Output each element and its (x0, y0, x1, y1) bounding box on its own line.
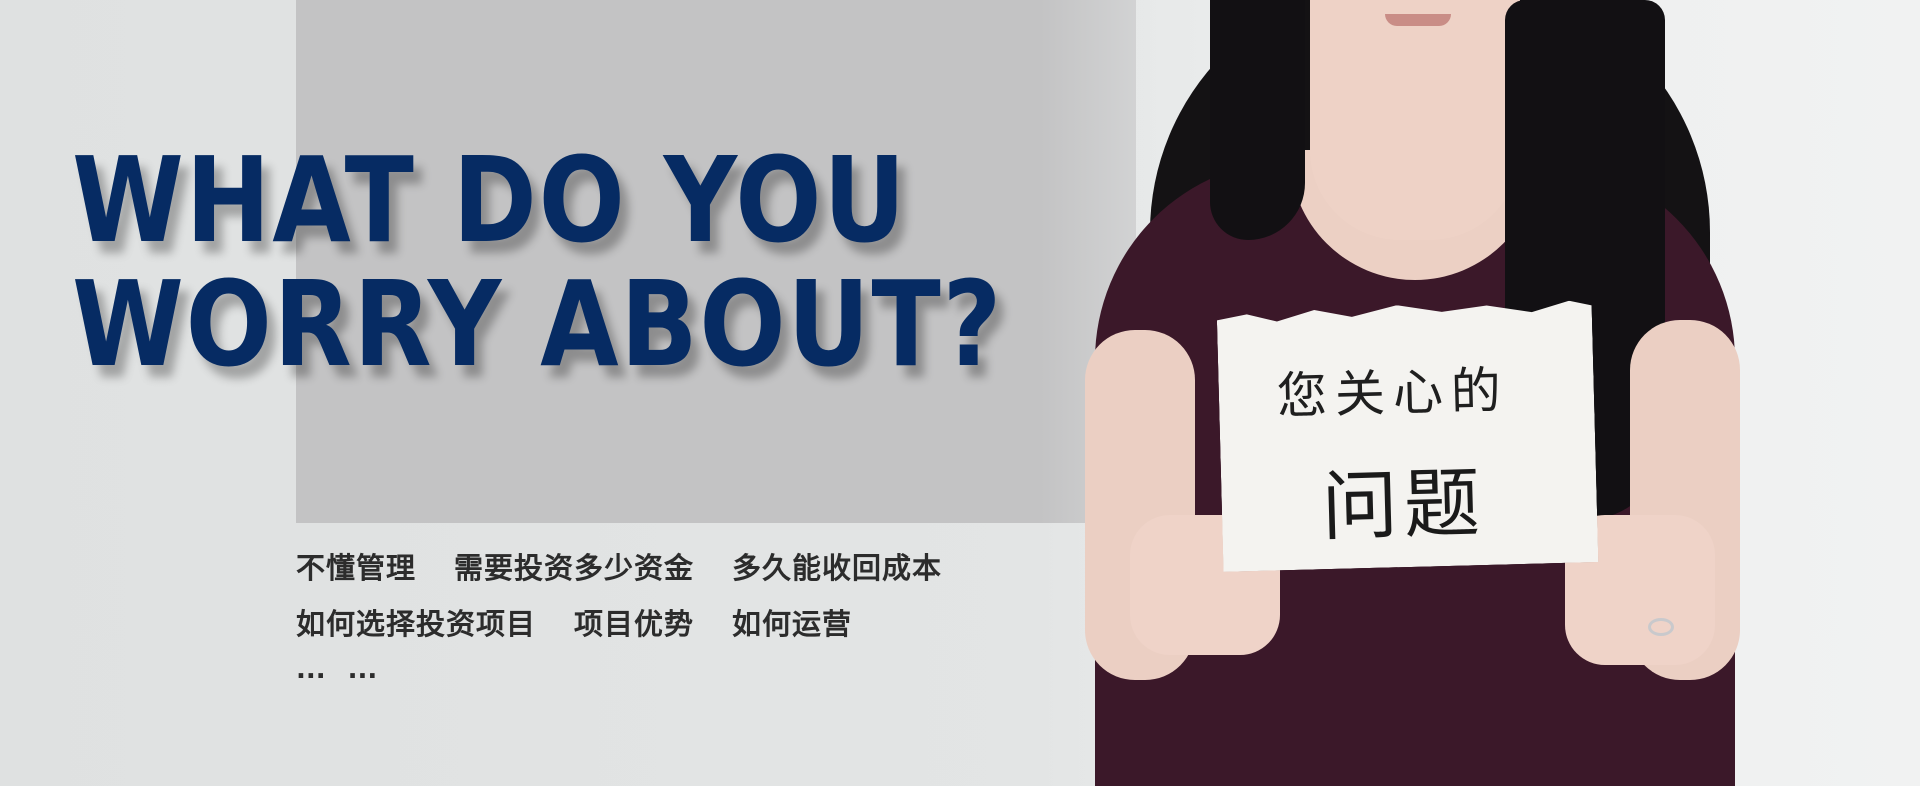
ellipsis: ... (296, 655, 326, 685)
mouth (1385, 14, 1451, 26)
ellipsis: ... (347, 655, 378, 685)
sign-line-1: 您关心的 (1276, 361, 1510, 426)
ellipsis-row: ... ... (296, 650, 1076, 690)
worry-row-1: 不懂管理 需要投资多少资金 多久能收回成本 (296, 538, 1076, 594)
face-chin (1310, 0, 1520, 240)
headline: WHAT DO YOU WORRY ABOUT? (72, 138, 1003, 386)
sign-line-2: 问题 (1320, 457, 1487, 552)
ring (1648, 618, 1674, 636)
handwritten-sign: 您关心的 问题 (1217, 300, 1599, 572)
headline-line-1: WHAT DO YOU (72, 131, 908, 269)
worry-item: 项目优势 (574, 607, 695, 641)
worry-row-2: 如何选择投资项目 项目优势 如何运营 (296, 594, 1076, 650)
gray-backdrop-block (296, 0, 1136, 523)
worry-item: 如何运营 (732, 607, 853, 641)
worry-item: 不懂管理 (296, 551, 417, 585)
headline-line-2: WORRY ABOUT? (72, 255, 1004, 393)
hair-left (1210, 0, 1305, 240)
worry-item: 多久能收回成本 (732, 551, 943, 585)
worry-list: 不懂管理 需要投资多少资金 多久能收回成本 如何选择投资项目 项目优势 如何运营… (296, 538, 1076, 690)
worry-item: 如何选择投资项目 (296, 607, 537, 641)
worry-item: 需要投资多少资金 (454, 551, 695, 585)
